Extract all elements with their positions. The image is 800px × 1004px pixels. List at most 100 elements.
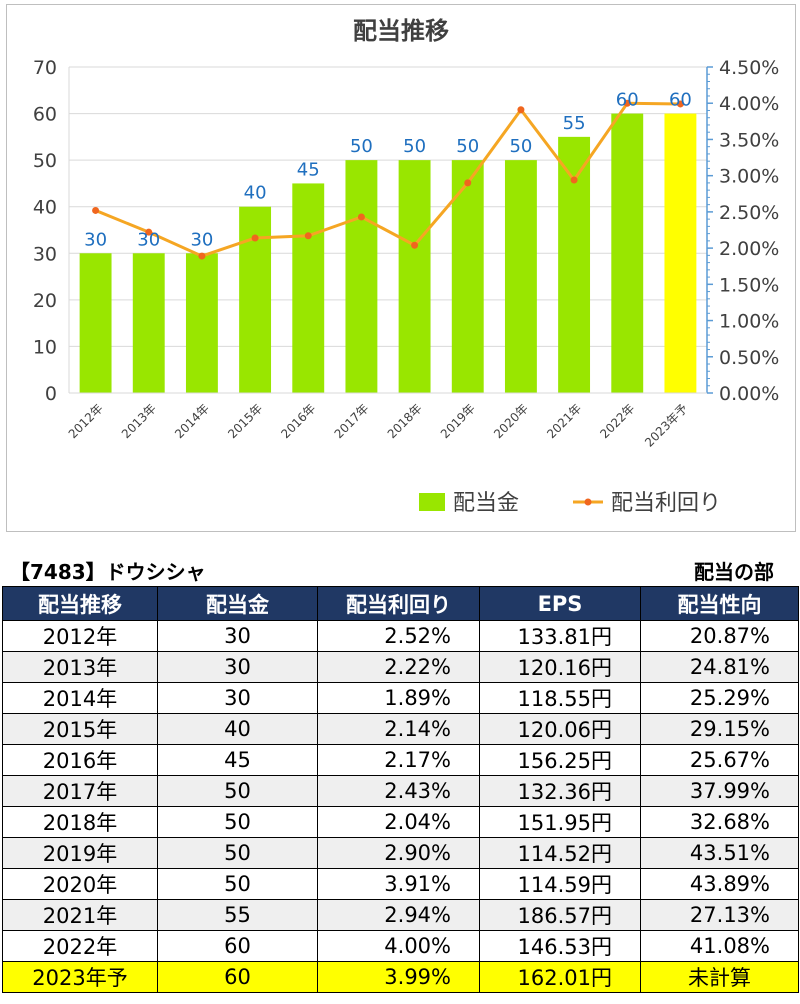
table-cell: 2021年 (2, 899, 158, 931)
y-right-tick-label: 0.00% (719, 383, 779, 405)
table-cell: 2013年 (2, 651, 158, 683)
table-cell: 2014年 (2, 682, 158, 714)
x-tick-label: 2022年 (597, 401, 637, 441)
table-cell: 60 (157, 961, 318, 993)
table-cell: 30 (157, 682, 318, 714)
table-row: 2013年 30 2.22% 120.16円 24.81% (2, 651, 799, 683)
table-cell: 2012年 (2, 620, 158, 652)
table-cell: 2019年 (2, 837, 158, 869)
table-cell: 2020年 (2, 868, 158, 900)
table-cell: 132.36円 (479, 775, 641, 807)
table-cell: 2.90% (317, 837, 480, 869)
table-row: 2017年 50 2.43% 132.36円 37.99% (2, 775, 799, 807)
table-cell: 2.22% (317, 651, 480, 683)
table-cell: 50 (157, 775, 318, 807)
table-row: 2023年予 60 3.99% 162.01円 未計算 (2, 961, 799, 993)
bar (558, 136, 591, 393)
column-header: EPS (479, 586, 641, 621)
y-right-tick-label: 4.00% (719, 93, 779, 115)
table-cell: 2.94% (317, 899, 480, 931)
legend-bar-swatch (419, 493, 445, 511)
x-tick-label: 2014年 (172, 401, 212, 441)
x-tick-label: 2018年 (385, 401, 425, 441)
bar (451, 160, 484, 393)
table-row: 2018年 50 2.04% 151.95円 32.68% (2, 806, 799, 838)
table-cell: 25.29% (640, 682, 799, 714)
x-tick-label: 2017年 (332, 401, 372, 441)
table-cell: 25.67% (640, 744, 799, 776)
bar (345, 160, 378, 393)
y-right-tick-label: 1.50% (719, 274, 779, 296)
x-tick-label: 2015年 (225, 401, 265, 441)
bar (185, 253, 218, 393)
table-cell: 118.55円 (479, 682, 641, 714)
y-right-tick-label: 2.50% (719, 202, 779, 224)
legend-bar-label: 配当金 (453, 491, 519, 516)
table-cell: 43.51% (640, 837, 799, 869)
table-cell: 1.89% (317, 682, 480, 714)
bar-data-label: 30 (84, 229, 107, 250)
x-tick-label: 2021年 (544, 401, 584, 441)
table-cell: 37.99% (640, 775, 799, 807)
table-header-row: 配当推移 配当金 配当利回り EPS 配当性向 (2, 586, 799, 621)
table-row: 2012年 30 2.52% 133.81円 20.87% (2, 620, 799, 652)
bar (611, 113, 644, 394)
table-cell: 2022年 (2, 930, 158, 962)
table-cell: 43.89% (640, 868, 799, 900)
table-row: 2020年 50 3.91% 114.59円 43.89% (2, 868, 799, 900)
table-row: 2021年 55 2.94% 186.57円 27.13% (2, 899, 799, 931)
bar (79, 253, 112, 393)
bar-data-label: 30 (137, 229, 160, 250)
bar-data-label: 30 (190, 229, 213, 250)
table-cell: 114.52円 (479, 837, 641, 869)
table-cell: 50 (157, 837, 318, 869)
x-tick-label: 2012年 (66, 401, 106, 441)
table-cell: 29.15% (640, 713, 799, 745)
table-cell: 120.16円 (479, 651, 641, 683)
column-header: 配当利回り (317, 586, 480, 621)
table-cell: 2015年 (2, 713, 158, 745)
table-cell: 50 (157, 806, 318, 838)
table-cell: 3.91% (317, 868, 480, 900)
table-cell: 未計算 (640, 961, 799, 993)
table-row: 2022年 60 4.00% 146.53円 41.08% (2, 930, 799, 962)
x-tick-label: 2019年 (438, 401, 478, 441)
bar (132, 253, 165, 393)
table-cell: 2023年予 (2, 961, 158, 993)
bar-data-label: 45 (297, 159, 320, 180)
table-cell: 114.59円 (479, 868, 641, 900)
yield-point (198, 252, 206, 260)
bar-data-label: 50 (350, 136, 373, 157)
table-cell: 2.17% (317, 744, 480, 776)
ticker-title: 【7483】ドウシシャ (10, 560, 206, 584)
x-tick-label: 2013年 (119, 401, 159, 441)
table-cell: 27.13% (640, 899, 799, 931)
bar (292, 183, 325, 393)
table-cell: 50 (157, 868, 318, 900)
yield-point (623, 99, 631, 107)
x-tick-label: 2023年予 (642, 401, 690, 449)
y-left-tick-label: 70 (33, 57, 57, 79)
section-label: 配当の部 (694, 560, 774, 584)
table-row: 2016年 45 2.17% 156.25円 25.67% (2, 744, 799, 776)
yield-point (517, 106, 525, 114)
dividend-chart: 配当推移 0 10 20 30 40 50 60 70 0.00% 0.50% 1.00% 1.50% 2… (33, 17, 780, 516)
bar-data-label: 60 (669, 90, 692, 111)
y-left-tick-label: 60 (33, 104, 57, 126)
table-cell: 41.08% (640, 930, 799, 962)
table-cell: 2.43% (317, 775, 480, 807)
table-cell: 4.00% (317, 930, 480, 962)
bar (664, 113, 697, 394)
table-cell: 2.52% (317, 620, 480, 652)
table-cell: 151.95円 (479, 806, 641, 838)
table-cell: 2017年 (2, 775, 158, 807)
bar (398, 160, 431, 393)
yield-point (570, 176, 578, 184)
table-cell: 2018年 (2, 806, 158, 838)
table-cell: 162.01円 (479, 961, 641, 993)
y-left-tick-label: 30 (33, 243, 57, 265)
y-left-tick-label: 40 (33, 197, 57, 219)
yield-point (304, 232, 312, 240)
table-cell: 2016年 (2, 744, 158, 776)
x-tick-label: 2020年 (491, 401, 531, 441)
